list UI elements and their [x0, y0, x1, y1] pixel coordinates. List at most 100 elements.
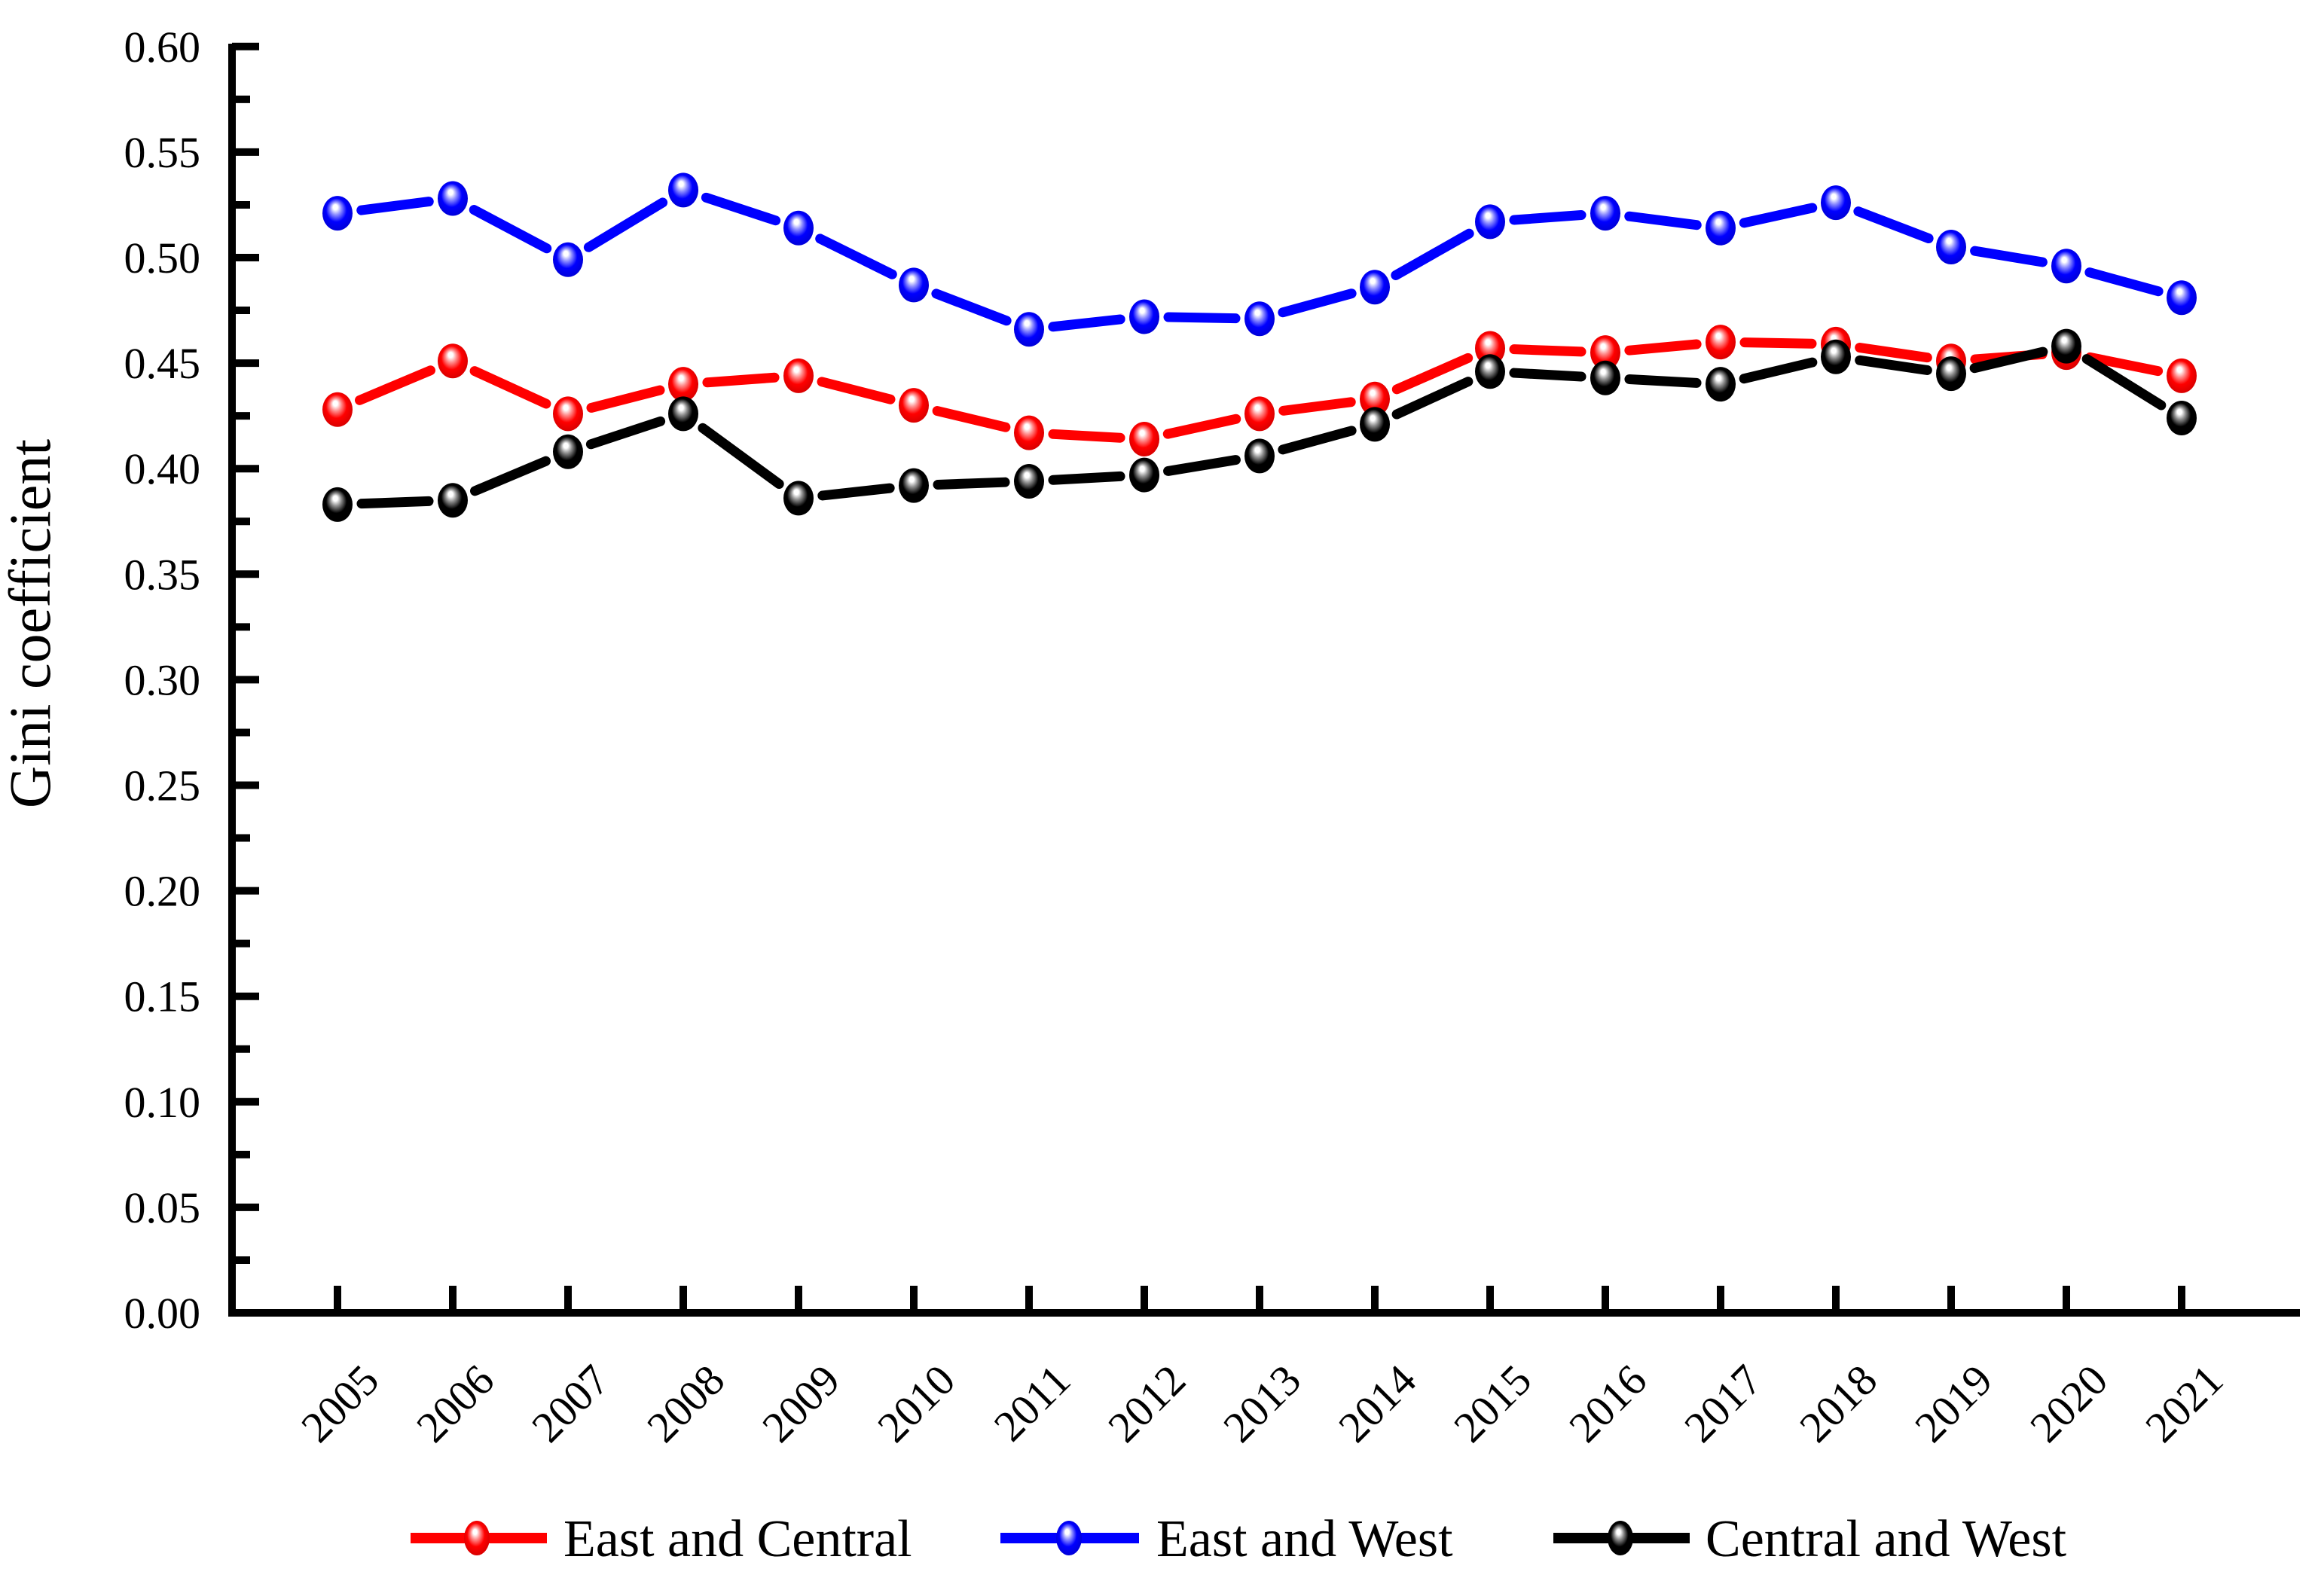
series-2 — [322, 328, 2197, 522]
series-line-segment — [1739, 203, 1818, 228]
data-point-marker — [438, 483, 468, 518]
y-tick-label: 0.20 — [124, 867, 201, 916]
data-point-marker — [1360, 381, 1390, 417]
series-line-segment — [1391, 353, 1473, 395]
x-tick-label: 2018 — [1790, 1355, 1886, 1451]
series-line-segment — [815, 233, 897, 279]
data-point-marker — [1590, 360, 1620, 395]
data-point-marker — [1360, 407, 1390, 442]
x-tick-label: 2015 — [1444, 1355, 1541, 1451]
y-tick-label: 0.10 — [124, 1078, 201, 1127]
data-point-marker — [899, 388, 929, 423]
y-tick-label: 0.30 — [124, 655, 201, 704]
legend-item-east-central: East and Central — [411, 1510, 912, 1568]
series-line-segment — [1278, 397, 1356, 416]
series-line-segment — [1509, 344, 1586, 357]
x-tick-label: 2008 — [637, 1355, 734, 1451]
series-line-segment — [1278, 288, 1357, 318]
series-line-segment — [1163, 312, 1241, 324]
data-point-marker — [1706, 367, 1736, 402]
data-point-marker — [2167, 280, 2197, 316]
data-point-marker — [783, 210, 814, 246]
data-point-marker — [1014, 312, 1044, 347]
y-tick-label: 0.40 — [124, 444, 201, 493]
data-point-marker — [1244, 438, 1275, 474]
x-tick-label: 2016 — [1559, 1355, 1656, 1451]
x-tick-label: 2014 — [1329, 1355, 1425, 1451]
data-point-marker — [322, 392, 353, 427]
series-line-segment — [2084, 267, 2164, 297]
series-line-segment — [1048, 314, 1125, 332]
data-point-marker — [1821, 339, 1851, 374]
series-line-segment — [1163, 455, 1241, 476]
data-point-marker — [553, 396, 583, 432]
axes: 0.00 0.05 0.10 0.15 0.20 0.25 0.30 0.35 0.40 0.45… — [124, 23, 2300, 1451]
y-tick-label: 0.60 — [124, 23, 201, 72]
series-line-segment — [1739, 337, 1817, 349]
y-tick-label: 0.50 — [124, 233, 201, 282]
series-1 — [322, 172, 2197, 347]
series-line-segment — [1278, 426, 1357, 455]
series-line-segment — [1969, 346, 2048, 374]
series-line-segment — [469, 456, 551, 496]
data-point-marker — [2167, 358, 2197, 393]
series-line-segment — [1048, 429, 1125, 443]
data-point-marker — [668, 396, 698, 432]
y-tick-label: 0.35 — [124, 550, 201, 599]
legend-item-central-west: Central and West — [1553, 1510, 2067, 1568]
data-point-marker — [1129, 457, 1159, 493]
data-point-marker — [1475, 204, 1505, 240]
legend-label: East and West — [1156, 1510, 1453, 1568]
series-layer — [322, 172, 2197, 522]
data-point-marker — [438, 181, 468, 216]
data-point-marker — [1360, 270, 1390, 305]
x-tick-label: 2006 — [407, 1355, 503, 1451]
data-point-marker — [1244, 396, 1275, 432]
data-point-marker — [1244, 301, 1275, 337]
data-point-marker — [553, 434, 583, 469]
data-point-marker — [899, 468, 929, 503]
data-point-marker — [322, 196, 353, 231]
data-point-marker — [1936, 356, 1966, 392]
series-line-segment — [701, 192, 781, 226]
y-axis-title: Gini coefficient — [0, 439, 63, 809]
series-line-segment — [469, 205, 552, 254]
series-line-segment — [1624, 211, 1702, 230]
x-tick-label: 2007 — [522, 1355, 618, 1451]
series-line-segment — [698, 423, 784, 490]
data-point-marker — [783, 481, 814, 516]
data-point-marker — [1129, 421, 1159, 456]
series-line-segment — [354, 365, 436, 405]
series-line-segment — [1855, 355, 1932, 375]
series-line-segment — [1624, 339, 1702, 356]
legend-ball-icon — [464, 1521, 490, 1555]
y-tick-label: 0.55 — [124, 128, 201, 177]
x-tick-label: 2012 — [1098, 1355, 1195, 1451]
series-line-segment — [356, 496, 434, 509]
x-tick-label: 2010 — [868, 1355, 964, 1451]
series-line-segment — [1162, 414, 1241, 439]
series-line-segment — [1048, 471, 1125, 485]
data-point-marker — [783, 358, 814, 393]
series-line-segment — [585, 416, 666, 450]
x-tick-label: 2011 — [985, 1355, 1080, 1450]
x-tick-label: 2009 — [753, 1355, 849, 1451]
data-point-marker — [1014, 415, 1044, 450]
data-point-marker — [1706, 210, 1736, 246]
series-line-segment — [1391, 377, 1473, 420]
data-point-marker — [668, 172, 698, 208]
series-line-segment — [1739, 357, 1818, 384]
series-line-segment — [1509, 209, 1586, 225]
data-point-marker — [1129, 299, 1159, 334]
data-point-marker — [322, 487, 353, 522]
axis-frame — [228, 44, 2300, 1317]
data-point-marker — [1014, 464, 1044, 499]
series-line-segment — [702, 372, 780, 388]
data-point-marker — [553, 242, 583, 277]
legend-ball-icon — [1056, 1521, 1082, 1555]
data-point-marker — [1936, 229, 1966, 264]
y-tick-label: 0.00 — [124, 1289, 201, 1338]
data-point-marker — [899, 267, 929, 303]
